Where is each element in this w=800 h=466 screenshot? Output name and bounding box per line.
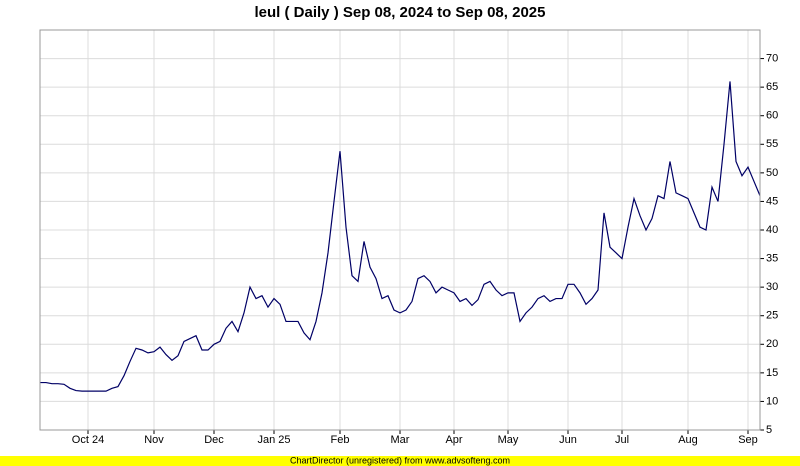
y-tick-label: 55 — [766, 138, 778, 150]
price-line — [40, 81, 761, 392]
y-tick-label: 45 — [766, 195, 778, 207]
x-tick-label: Apr — [445, 434, 462, 446]
x-tick-label: Oct 24 — [72, 434, 104, 446]
y-tick-label: 70 — [766, 52, 778, 64]
x-tick-label: Jan 25 — [257, 434, 290, 446]
y-tick-label: 40 — [766, 224, 778, 236]
chart-title: leul ( Daily ) Sep 08, 2024 to Sep 08, 2… — [255, 4, 546, 21]
y-tick-label: 50 — [766, 167, 778, 179]
x-tick-label: Mar — [391, 434, 410, 446]
y-tick-label: 15 — [766, 367, 778, 379]
x-tick-label: Dec — [204, 434, 224, 446]
y-tick-label: 10 — [766, 395, 778, 407]
y-tick-label: 25 — [766, 310, 778, 322]
x-tick-label: Jul — [615, 434, 629, 446]
x-tick-label: May — [498, 434, 519, 446]
x-tick-label: Sep — [738, 434, 758, 446]
y-tick-label: 5 — [766, 424, 772, 436]
y-tick-label: 60 — [766, 110, 778, 122]
footer-bar — [0, 456, 800, 466]
x-tick-label: Feb — [331, 434, 350, 446]
y-tick-label: 65 — [766, 81, 778, 93]
plot-border — [39, 29, 761, 431]
y-tick-label: 35 — [766, 252, 778, 264]
y-tick-label: 20 — [766, 338, 778, 350]
x-tick-label: Jun — [559, 434, 577, 446]
y-tick-label: 30 — [766, 281, 778, 293]
x-tick-label: Aug — [678, 434, 698, 446]
x-tick-label: Nov — [144, 434, 164, 446]
footer: ChartDirector (unregistered) from www.ad… — [290, 455, 510, 465]
